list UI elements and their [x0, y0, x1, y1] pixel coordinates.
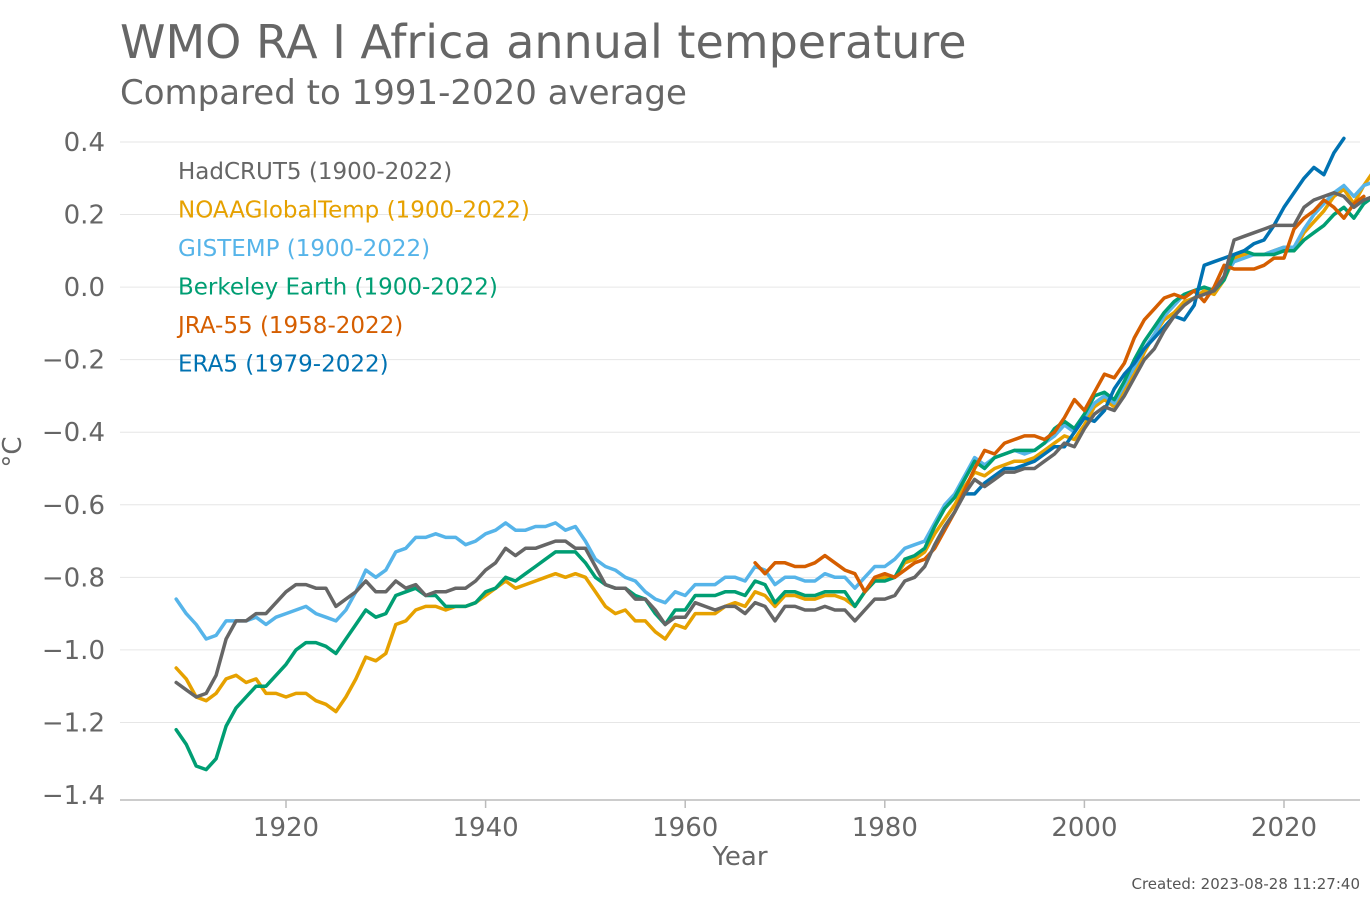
chart-subtitle: Compared to 1991-2020 average: [120, 73, 687, 113]
legend-entry: JRA-55 (1958-2022): [176, 313, 403, 339]
created-timestamp: Created: 2023-08-28 11:27:40: [1132, 875, 1361, 893]
x-axis-ticks: 1920 1940 1960 1980 2000 2020: [253, 800, 1317, 843]
series-line-4: [753, 194, 1366, 594]
x-tick-label: 1920: [253, 813, 319, 843]
series-line-0: [174, 191, 1370, 699]
y-tick-label: −1.2: [42, 708, 105, 738]
legend-entry: GISTEMP (1900-2022): [178, 236, 430, 262]
y-tick-label: −0.6: [42, 491, 105, 521]
y-tick-label: −0.4: [42, 418, 105, 448]
legend: HadCRUT5 (1900-2022) NOAAGlobalTemp (1900…: [176, 159, 530, 378]
chart-title: WMO RA I Africa annual temperature: [120, 15, 967, 69]
x-tick-label: 2000: [1051, 813, 1117, 843]
series-line-5: [962, 136, 1346, 496]
legend-entry: HadCRUT5 (1900-2022): [178, 159, 452, 185]
y-tick-label: 0.2: [64, 201, 105, 231]
y-tick-label: 0.4: [64, 128, 105, 158]
x-tick-label: 1940: [453, 813, 519, 843]
y-tick-label: −0.2: [42, 346, 105, 376]
legend-entry: Berkeley Earth (1900-2022): [178, 275, 498, 301]
y-tick-label: 0.0: [64, 273, 105, 303]
legend-entry: NOAAGlobalTemp (1900-2022): [178, 198, 530, 224]
x-tick-label: 1980: [852, 813, 918, 843]
legend-entry: ERA5 (1979-2022): [178, 352, 389, 378]
series-lines: [174, 136, 1370, 772]
x-tick-label: 1960: [652, 813, 718, 843]
y-axis-label: °C: [0, 436, 28, 467]
series-line-1: [174, 173, 1370, 714]
y-tick-label: −1.4: [42, 781, 105, 811]
y-tick-label: −0.8: [42, 563, 105, 593]
y-tick-label: −1.0: [42, 636, 105, 666]
x-tick-label: 2020: [1251, 813, 1317, 843]
x-axis-label: Year: [711, 842, 767, 872]
y-axis-ticks: 0.4 0.2 0.0 −0.2 −0.4 −0.6 −0.8 −1.0 −1.2 −1.4: [42, 128, 105, 811]
gridlines: [120, 141, 1360, 723]
